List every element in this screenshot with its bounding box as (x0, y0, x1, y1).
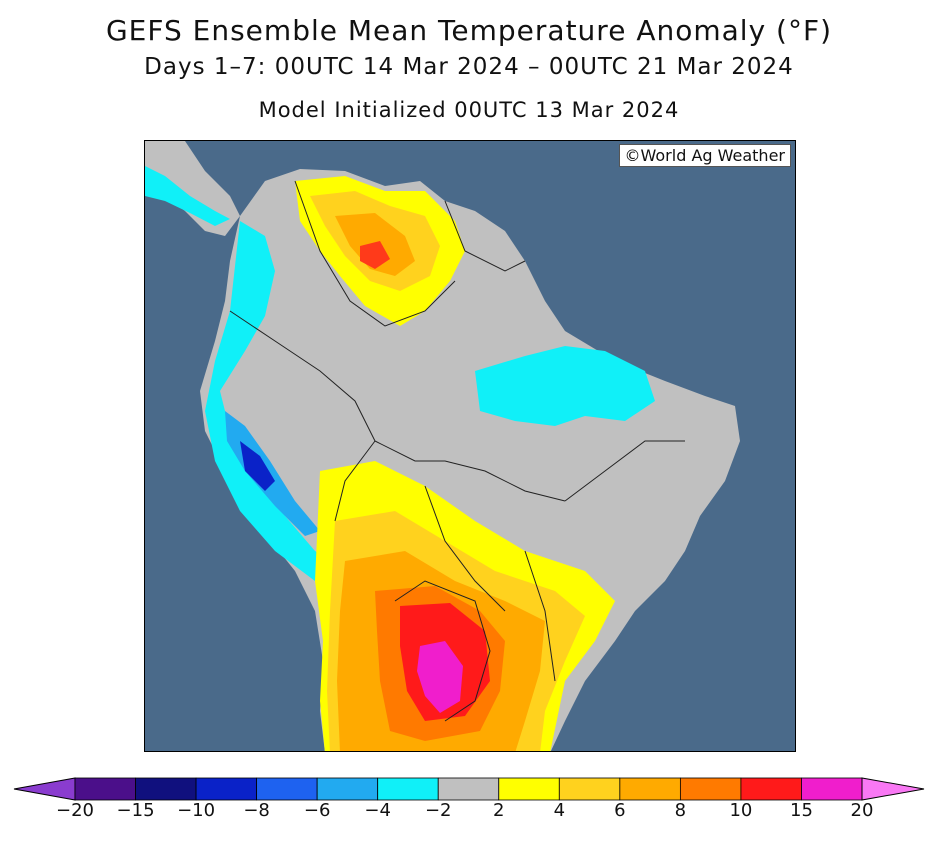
legend-tick-label: 2 (493, 800, 505, 821)
legend-cell (801, 777, 863, 801)
legend-tick-label: −15 (116, 800, 155, 821)
legend-cell (679, 777, 742, 801)
legend-cell (498, 777, 560, 801)
color-legend (13, 777, 925, 801)
anomaly-cool-central-america (145, 166, 230, 226)
legend-cell (195, 777, 258, 801)
anomaly-cool-andes-6 (225, 411, 320, 536)
legend-cell (256, 777, 318, 801)
legend-cell (74, 777, 136, 801)
anomaly-map: ©World Ag Weather (144, 140, 796, 752)
legend-tick-label: 20 (850, 800, 874, 821)
legend-tick-label: 4 (553, 800, 566, 821)
legend-tick-label: 8 (674, 800, 687, 821)
legend-tick-label: −8 (243, 800, 270, 821)
legend-tick-label: −20 (56, 800, 94, 821)
period-subtitle: Days 1–7: 00UTC 14 Mar 2024 – 00UTC 21 M… (144, 54, 794, 80)
init-subtitle: Model Initialized 00UTC 13 Mar 2024 (258, 98, 680, 122)
anomaly-cool-andes-8 (240, 441, 275, 491)
legend-high-arrow (861, 777, 925, 801)
country-borders (229, 180, 685, 722)
anomaly-cool-andes (205, 221, 360, 596)
legend-tick-label: 15 (790, 800, 813, 821)
anomaly-warm-south-20 (417, 641, 463, 713)
credit-label: ©World Ag Weather (618, 144, 791, 167)
chart-title: GEFS Ensemble Mean Temperature Anomaly (… (105, 14, 832, 47)
legend-tick-label: −6 (303, 800, 331, 821)
legend-tick-label: −4 (364, 800, 391, 821)
legend-tick-label: −10 (177, 800, 216, 821)
legend-cell (437, 777, 500, 801)
legend-tick-label: 6 (614, 800, 626, 821)
legend-cell (135, 777, 197, 801)
legend-cell (377, 777, 439, 801)
map-canvas (145, 141, 740, 751)
legend-cell (619, 777, 681, 801)
legend-cell (740, 777, 802, 801)
legend-tick-label: 10 (729, 800, 753, 821)
legend-low-arrow (13, 777, 76, 801)
legend-cell (316, 777, 379, 801)
legend-cell (558, 777, 621, 801)
anomaly-warm-north-10 (360, 241, 390, 269)
legend-tick-label: −2 (424, 800, 452, 821)
anomaly-cool-northeast-brazil (475, 346, 655, 426)
